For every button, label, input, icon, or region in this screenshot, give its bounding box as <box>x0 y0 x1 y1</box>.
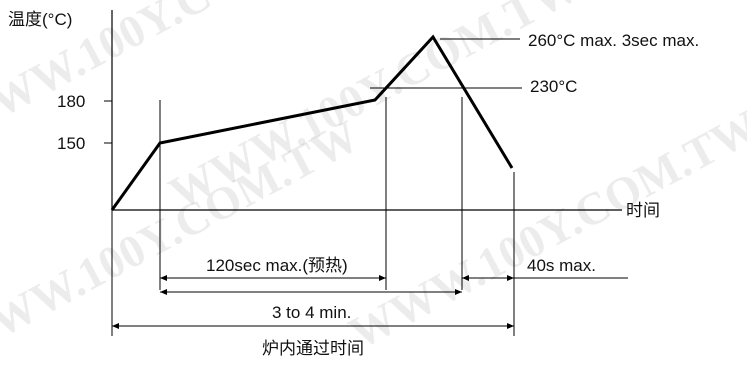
y-tick-label-150: 150 <box>57 134 85 153</box>
arrowhead <box>160 289 167 295</box>
y-axis-label: 温度(°C) <box>8 10 72 29</box>
level-230-annotation: 230°C <box>530 77 577 96</box>
arrowhead <box>507 323 514 329</box>
arrowhead <box>462 275 469 281</box>
arrowhead <box>112 323 119 329</box>
peak-annotation: 260°C max. 3sec max. <box>528 31 699 50</box>
temperature-profile-line <box>110 34 514 211</box>
watermark: WWW.100Y.COM.TW <box>341 100 747 359</box>
x-axis-label: 时间 <box>626 201 660 220</box>
y-tick-label-180: 180 <box>57 92 85 111</box>
arrowhead <box>379 275 386 281</box>
preheat-label: 120sec max.(预热) <box>206 256 348 275</box>
total-label: 炉内通过时间 <box>262 339 364 358</box>
arrowhead <box>507 275 514 281</box>
above-230-label: 40s max. <box>527 256 596 275</box>
arrowhead <box>160 275 167 281</box>
arrowhead <box>455 289 462 295</box>
total-preheat-label: 3 to 4 min. <box>272 303 351 322</box>
